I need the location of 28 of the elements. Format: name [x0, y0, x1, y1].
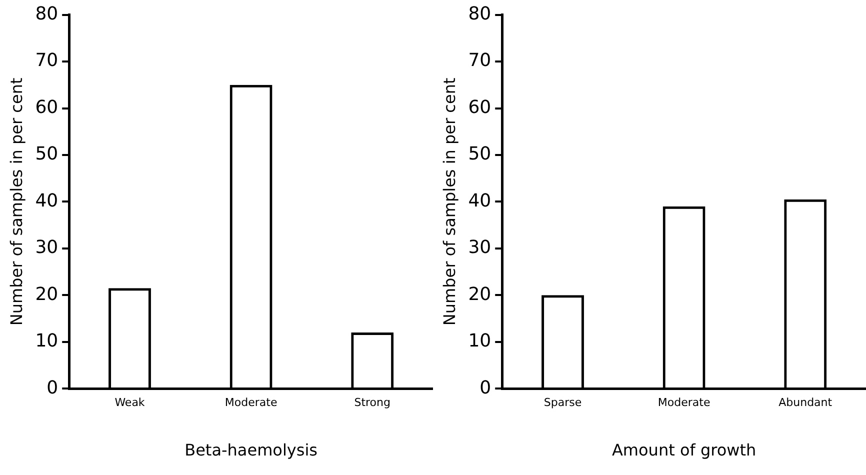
y-tick-label: 80 [35, 3, 58, 24]
y-axis-title: Number of samples in per cent [6, 78, 26, 326]
y-tick-label: 40 [468, 190, 492, 212]
y-tick-label: 0 [480, 377, 492, 398]
y-tick-label: 50 [35, 144, 58, 165]
y-tick-label: 60 [35, 96, 58, 118]
y-tick-label: 20 [468, 284, 492, 305]
y-tick-label: 80 [468, 3, 492, 24]
y-axis-title: Number of samples in per cent [440, 78, 459, 326]
x-tick-label: Moderate [658, 396, 710, 410]
x-tick-label: Weak [114, 396, 146, 410]
x-tick-label: Moderate [224, 396, 278, 410]
y-tick-label: 20 [35, 284, 58, 305]
y-tick-label: 40 [35, 190, 58, 212]
y-tick-label: 10 [35, 330, 58, 352]
y-tick-label: 10 [468, 330, 492, 352]
x-axis-title: Beta-haemolysis [184, 440, 318, 460]
y-tick-label: 30 [35, 237, 58, 258]
y-tick-label: 50 [468, 144, 492, 165]
y-tick-label: 60 [468, 96, 492, 118]
y-tick-label: 30 [468, 237, 492, 258]
x-tick-label: Sparse [544, 396, 582, 410]
x-tick-label: Strong [354, 396, 390, 410]
y-tick-label: 70 [35, 50, 58, 72]
x-tick-label: Abundant [778, 396, 833, 410]
y-tick-label: 0 [46, 377, 58, 398]
x-axis-title: Amount of growth [612, 440, 756, 460]
y-tick-label: 70 [468, 50, 492, 72]
